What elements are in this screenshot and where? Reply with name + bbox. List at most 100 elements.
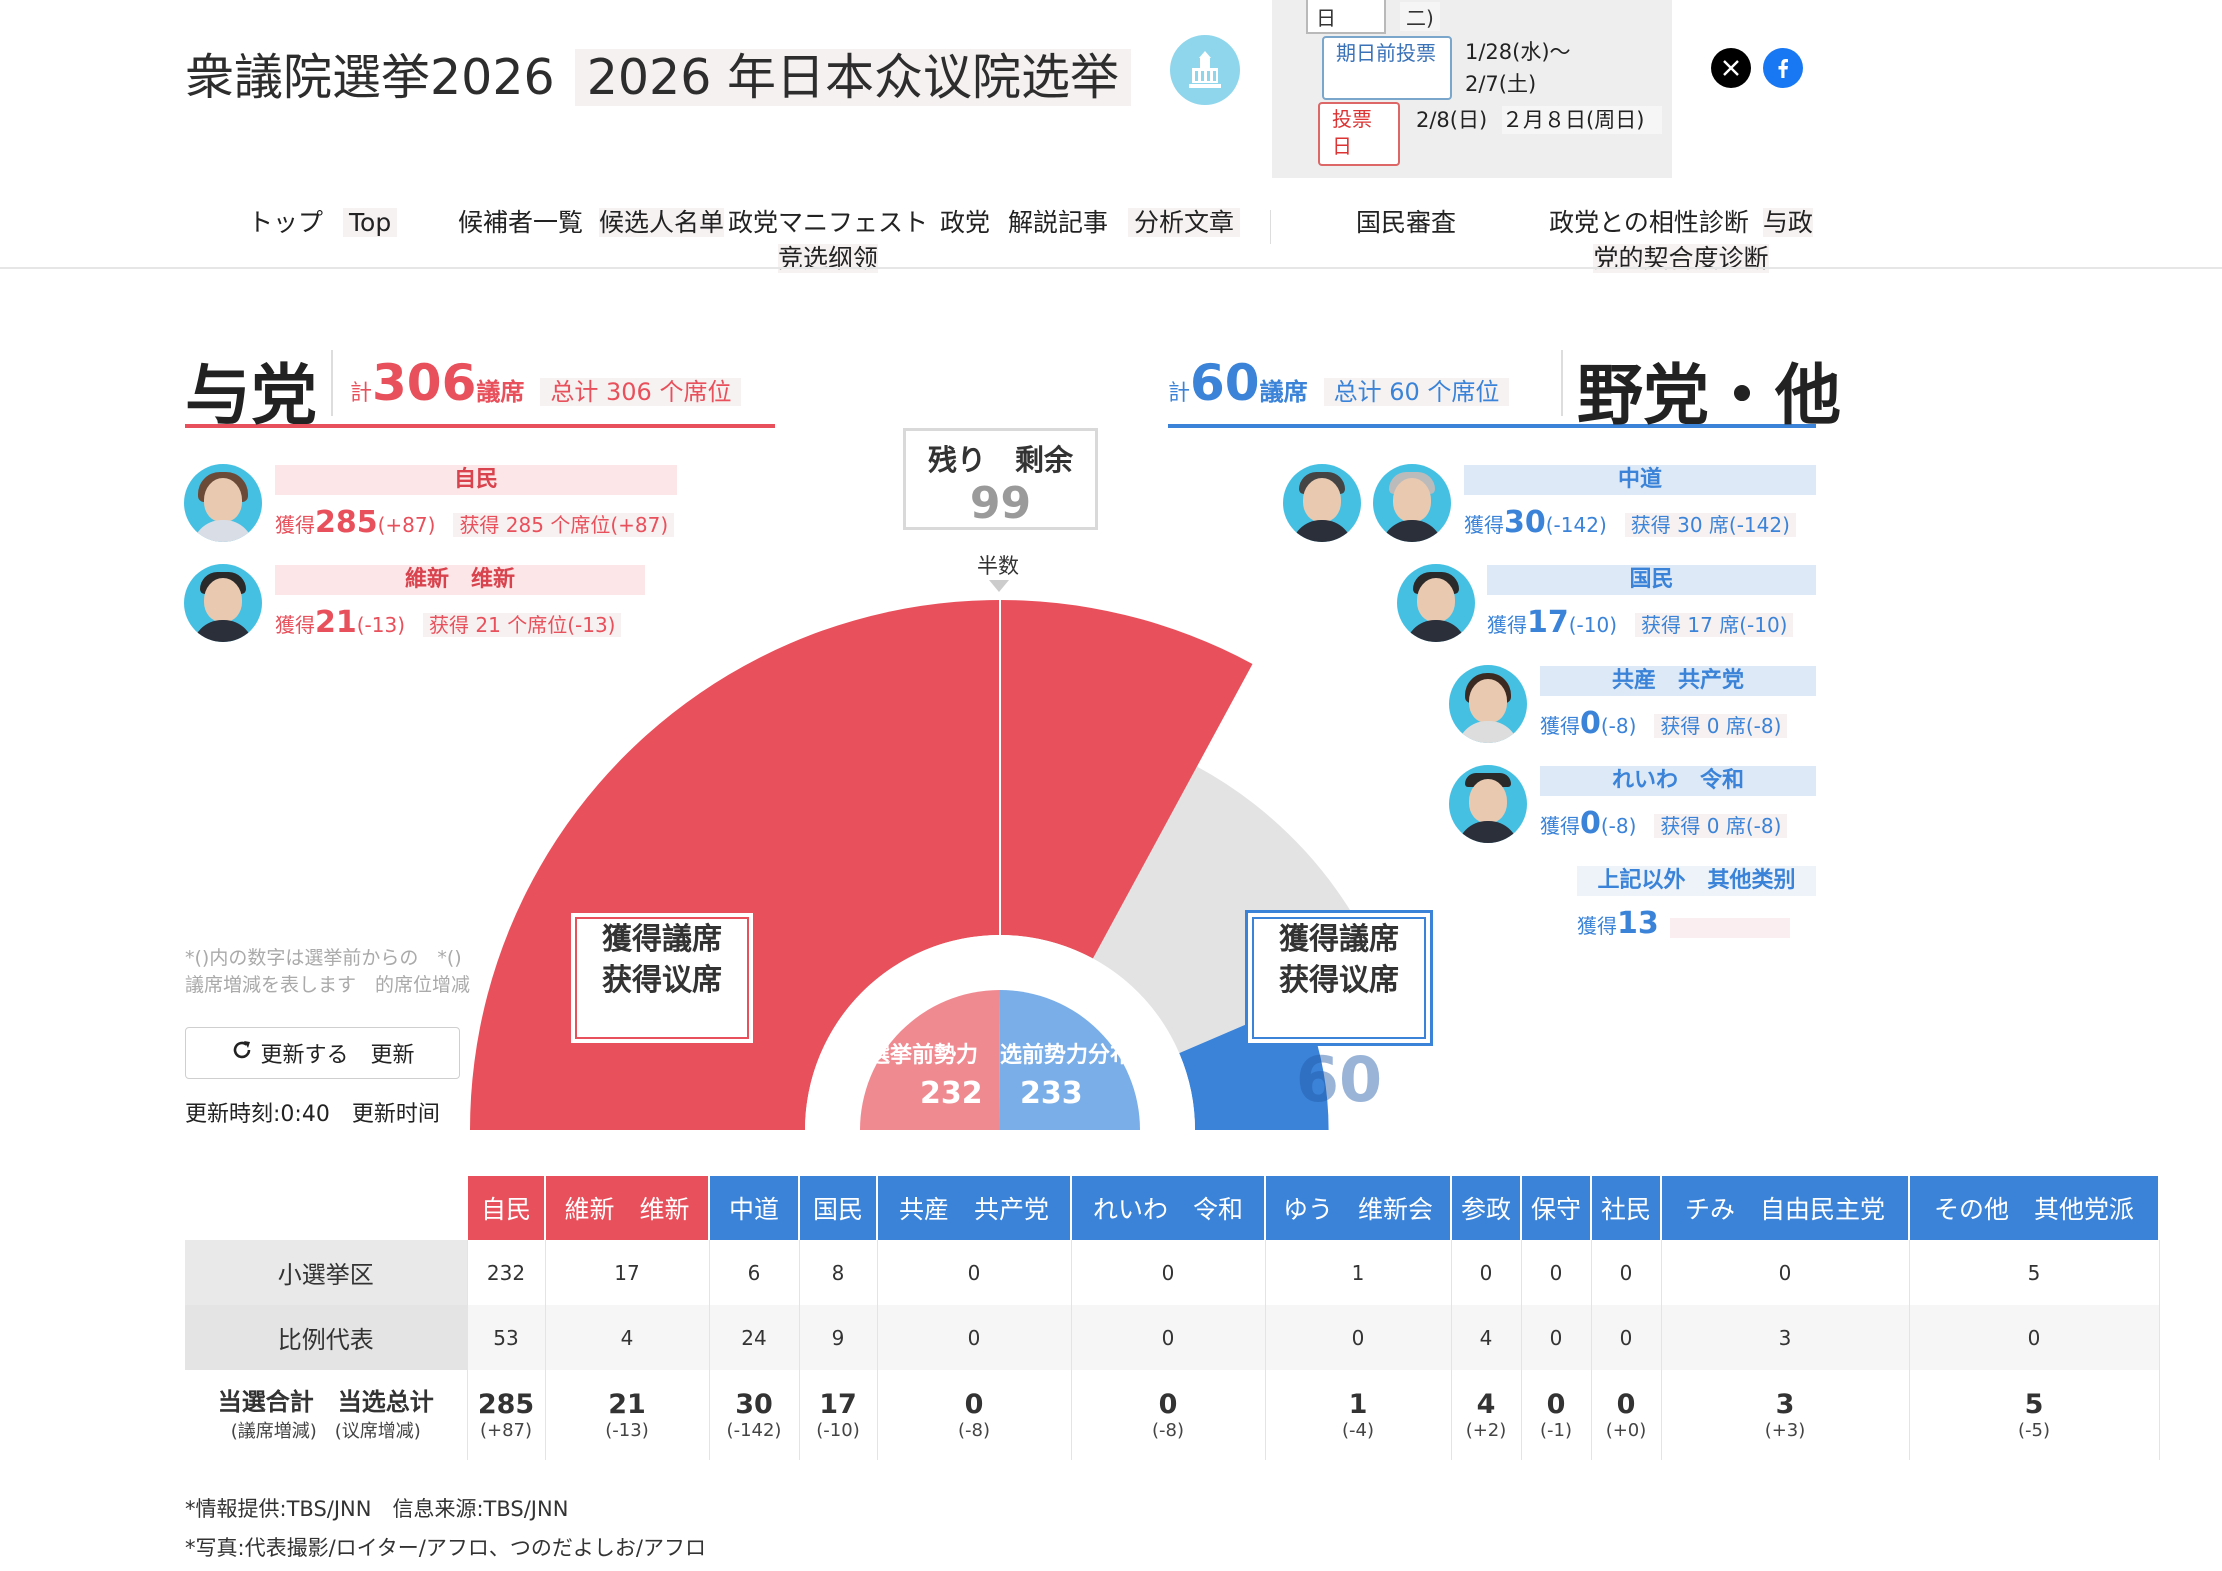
- avatar: [1283, 464, 1361, 542]
- table-cell: 0: [1451, 1240, 1522, 1305]
- party-column-header: 社民: [1591, 1176, 1662, 1240]
- party-column-header: 保守: [1521, 1176, 1592, 1240]
- results-table: 自民 維新 维新 中道 国民 共産 共产党 れいわ 令和 ゆう 维新会 参政 保守 社民 チみ 自由…: [185, 1176, 2160, 1460]
- total-delta: (-13): [605, 1419, 649, 1441]
- total-delta: (-1): [1540, 1419, 1572, 1441]
- x-icon[interactable]: [1711, 48, 1751, 88]
- party-bar-reiwa: れいわ 令和: [1540, 766, 1816, 796]
- total-delta: (-10): [816, 1419, 860, 1441]
- total-seats: 30: [735, 1388, 773, 1420]
- early-vote-date-end: 2/7(土): [1465, 72, 1537, 96]
- table-cell: 0: [1591, 1240, 1662, 1305]
- remaining-box: 残り 剩余 99: [903, 428, 1098, 530]
- party-column-header: 国民: [799, 1176, 878, 1240]
- party-column-header: チみ 自由民主党: [1661, 1176, 1910, 1240]
- note-line: 議席増減を表します 的席位增减: [185, 974, 471, 996]
- nav-label: トップ: [248, 208, 324, 237]
- table-cell: 5: [1909, 1240, 2160, 1305]
- party-gain-ishin: 獲得21(-13) 获得 21 个席位(-13): [275, 605, 622, 640]
- total-delta: (+0): [1605, 1419, 1647, 1441]
- update-time: 更新時刻:0:40 更新时间: [185, 1102, 440, 1127]
- nav-label-cn: 候选人名单: [599, 208, 725, 237]
- table-cell: 0: [1071, 1240, 1266, 1305]
- table-row: 比例代表 53 4 24 9 0 0 0 4 0 0 3 0: [185, 1305, 2160, 1370]
- total-delta: (+2): [1465, 1419, 1507, 1441]
- avatar: [1397, 564, 1475, 642]
- party-column-header: ゆう 维新会: [1265, 1176, 1452, 1240]
- photo-credit: *写真:代表撮影/ロイター/アフロ、つのだよしお/アフロ: [185, 1536, 706, 1560]
- party-gain-jimin: 獲得285(+87) 获得 285 个席位(+87): [275, 505, 675, 540]
- nav-divider: [1270, 210, 1271, 244]
- nav-candidates[interactable]: 候補者一覧 候选人名单: [456, 205, 726, 267]
- nav-parties[interactable]: 政党: [940, 205, 990, 267]
- total-delta: (-4): [1342, 1419, 1374, 1441]
- opposition-title: 野党・他: [1577, 357, 1841, 434]
- total-cell: 4 (+2): [1451, 1370, 1522, 1460]
- nav-label: 解説記事: [1008, 208, 1109, 237]
- avatar: [1449, 665, 1527, 743]
- ruling-seats-number: 306: [597, 1043, 727, 1116]
- party-gain-reiwa: 獲得0(-8) 获得 0 席(-8): [1540, 806, 1788, 841]
- total-sublabel: (議席増減) (议席增减): [230, 1421, 421, 1442]
- total-seats: 0: [1616, 1388, 1636, 1420]
- source-credit: *情報提供:TBS/JNN 信息来源:TBS/JNN: [185, 1497, 569, 1521]
- avatar: [184, 464, 262, 542]
- vote-day-label: 投票日: [1318, 102, 1400, 166]
- table-cell: 4: [1451, 1305, 1522, 1370]
- table-cell: 17: [545, 1240, 710, 1305]
- total-cell: 21 (-13): [545, 1370, 710, 1460]
- party-bar-kokumin: 国民: [1487, 565, 1816, 595]
- party-column-header: 参政: [1451, 1176, 1522, 1240]
- total-cell: 0 (-8): [877, 1370, 1072, 1460]
- table-cell: 0: [877, 1240, 1072, 1305]
- title-ja: 衆議院選挙2026: [185, 49, 555, 106]
- total-seats: 21: [608, 1388, 646, 1420]
- table-cell: 1: [1265, 1240, 1452, 1305]
- pre-election-ruling: 232: [920, 1076, 983, 1111]
- nav-label: 政党: [940, 208, 991, 237]
- nav-top[interactable]: トップ Top: [248, 205, 398, 267]
- table-row: 小選挙区 232 17 6 8 0 0 1 0 0 0 0 5: [185, 1240, 2160, 1305]
- party-bar-others: 上記以外 其他类别: [1577, 866, 1816, 896]
- total-cell: 0 (+0): [1591, 1370, 1662, 1460]
- total-seats: 3: [1775, 1388, 1795, 1420]
- nav-articles[interactable]: 解説記事 分析文章: [1008, 205, 1241, 267]
- table-cell: 4: [545, 1305, 710, 1370]
- table-cell: 0: [877, 1305, 1072, 1370]
- party-gain-kokumin: 獲得17(-10) 获得 17 席(-10): [1487, 605, 1794, 640]
- party-bar-jimin: 自民: [275, 465, 677, 495]
- total-seats: 0: [964, 1388, 984, 1420]
- refresh-label: 更新する 更新: [260, 1043, 415, 1068]
- table-cell: 0: [1521, 1305, 1592, 1370]
- opposition-total: 計60議席 总计 60 个席位: [1168, 354, 1510, 412]
- total-delta: (-8): [958, 1419, 990, 1441]
- total-seats: 5: [2024, 1388, 2044, 1420]
- remaining-label: 残り 剩余: [927, 443, 1073, 477]
- table-cell: 8: [799, 1240, 878, 1305]
- total-cell: 1 (-4): [1265, 1370, 1452, 1460]
- table-cell: 0: [1265, 1305, 1452, 1370]
- nav-diagnosis[interactable]: 政党との相性診断 与政党的契合度诊断: [1546, 205, 1816, 273]
- table-cell: 0: [1661, 1240, 1910, 1305]
- others-bar: [1670, 918, 1790, 938]
- site-title[interactable]: 衆議院選挙2026 2026 年日本众议院选举: [185, 38, 1131, 109]
- total-label: 当選合計 当选总计: [217, 1388, 434, 1416]
- pre-election-opposition: 233: [1020, 1076, 1083, 1111]
- nav-manifesto[interactable]: 政党マニフェスト竞选纲领: [728, 205, 928, 273]
- table-cell: 232: [467, 1240, 546, 1305]
- table-cell: 3: [1661, 1305, 1910, 1370]
- table-cell: 9: [799, 1305, 878, 1370]
- total-delta: (+3): [1764, 1419, 1806, 1441]
- early-vote-date-start: 1/28(水)〜: [1465, 40, 1571, 64]
- table-cell: 0: [1521, 1240, 1592, 1305]
- note-line: *()内の数字は選挙前からの *(): [185, 947, 462, 969]
- pre-election-opposition-half: [999, 990, 1140, 1130]
- nav-review[interactable]: 国民審査: [1356, 205, 1456, 267]
- refresh-button[interactable]: 更新する 更新: [185, 1027, 460, 1079]
- facebook-icon[interactable]: [1763, 48, 1803, 88]
- seat-change-note: *()内の数字は選挙前からの *() 議席増減を表します 的席位增减: [185, 945, 470, 999]
- opposition-seats-number: 60: [1295, 1043, 1383, 1116]
- party-gain-kyosan: 獲得0(-8) 获得 0 席(-8): [1540, 706, 1788, 741]
- total-delta: (+87): [479, 1419, 533, 1441]
- pre-election-ruling-half: [860, 990, 1000, 1130]
